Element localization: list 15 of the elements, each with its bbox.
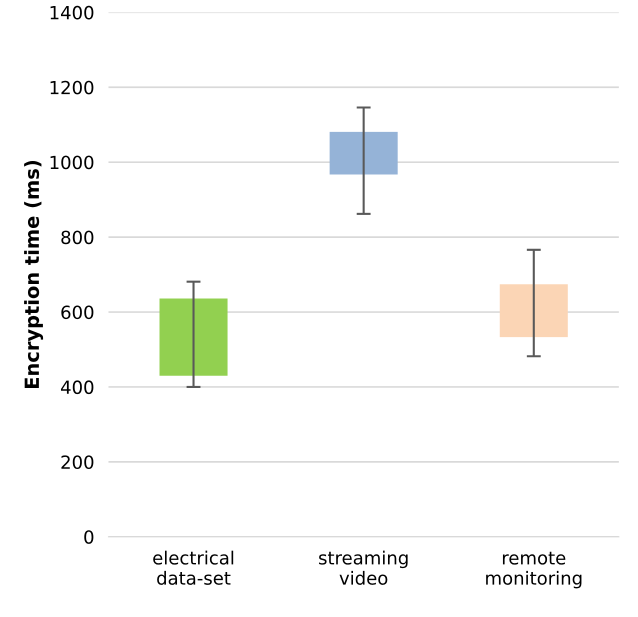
y-axis-title: Encryption time (ms) bbox=[24, 160, 44, 388]
y-tick-label: 400 bbox=[60, 380, 94, 394]
x-tick-label: electrical data-set bbox=[153, 550, 234, 585]
x-tick-label: streaming video bbox=[319, 550, 408, 585]
bar bbox=[500, 284, 568, 338]
y-tick-label: 0 bbox=[84, 530, 94, 544]
y-tick-label: 1000 bbox=[50, 156, 94, 170]
y-tick-label: 1200 bbox=[50, 80, 94, 94]
x-tick-label: remote monitoring bbox=[486, 552, 582, 588]
bar bbox=[160, 298, 228, 376]
y-tick-label: 1400 bbox=[50, 6, 94, 20]
y-tick-label: 800 bbox=[61, 230, 94, 244]
y-tick-label: 600 bbox=[61, 305, 94, 320]
y-tick-label: 200 bbox=[61, 455, 94, 469]
bar bbox=[330, 132, 398, 175]
